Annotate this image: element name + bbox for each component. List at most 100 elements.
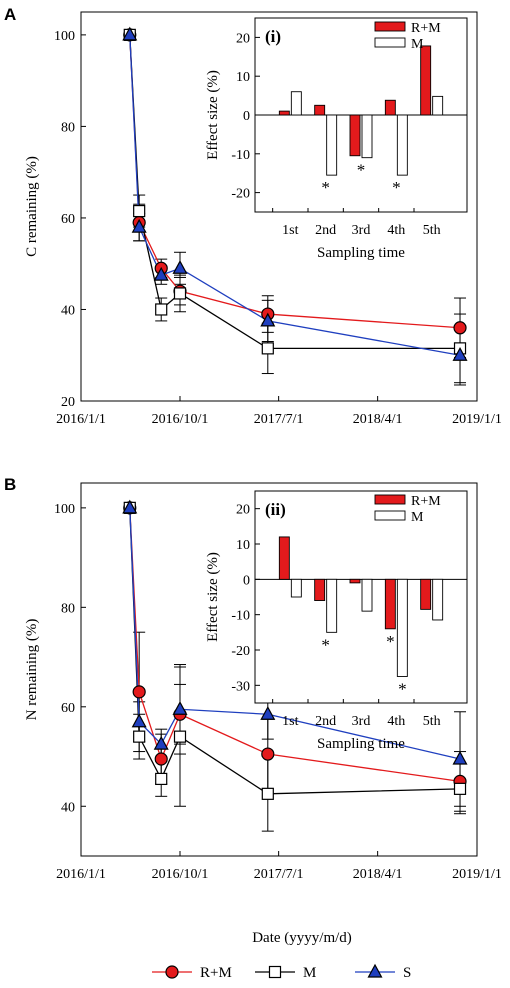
significance-mark: * <box>386 632 395 651</box>
inset-y-tick-label: -10 <box>231 609 250 624</box>
x-tick-label: 2018/4/1 <box>353 412 403 427</box>
y-tick-label: 100 <box>54 502 75 517</box>
data-point-s <box>172 260 188 274</box>
inset-x-tick-label: 2nd <box>315 714 336 729</box>
x-tick-label: 2016/10/1 <box>152 867 209 882</box>
series-line-m <box>129 34 461 350</box>
inset-bar-m <box>290 578 302 598</box>
inset-y-tick-label: -10 <box>231 148 250 163</box>
x-tick-label: 2016/1/1 <box>56 867 106 882</box>
inset-y-tick-label: 10 <box>236 70 250 85</box>
x-tick-label: 2017/7/1 <box>254 867 304 882</box>
significance-mark: * <box>392 178 401 197</box>
inset-legend-swatch <box>374 37 406 48</box>
data-point-m <box>155 303 168 316</box>
inset-x-tick-label: 3rd <box>352 223 371 238</box>
panel-letter: B <box>4 475 16 494</box>
x-tick-label: 2018/4/1 <box>353 867 403 882</box>
legend-marker-s <box>367 963 383 978</box>
inset-y-tick-label: 0 <box>243 573 250 588</box>
y-tick-label: 100 <box>54 29 75 44</box>
inset-y-tick-label: -20 <box>231 644 250 659</box>
y-tick-label: 40 <box>61 303 75 318</box>
data-point-s <box>153 735 169 750</box>
inset-y-tick-label: 0 <box>243 109 250 124</box>
inset-bar-rm <box>420 578 432 610</box>
inset-bar-m <box>326 114 338 176</box>
inset-x-tick-label: 1st <box>282 714 298 729</box>
inset-tag: (ii) <box>265 500 286 519</box>
inset-y-tick-label: -30 <box>231 679 250 694</box>
data-point-rm <box>261 747 275 761</box>
data-point-m <box>173 287 187 300</box>
significance-mark: * <box>321 635 330 654</box>
inset-legend-swatch <box>374 494 406 505</box>
inset-tag: (i) <box>265 27 281 46</box>
inset-bar-rm <box>314 578 326 601</box>
inset-y-axis-title: Effect size (%) <box>205 552 221 642</box>
legend-label: S <box>403 965 411 981</box>
inset-y-tick-label: 20 <box>236 31 250 46</box>
shared-x-axis-title: Date (yyyy/m/d) <box>252 930 352 946</box>
inset-x-axis-title: Sampling time <box>317 245 405 261</box>
inset-bar-m <box>396 114 408 176</box>
y-axis-title: C remaining (%) <box>24 156 40 257</box>
data-point-m <box>155 772 168 786</box>
legend-marker-rm <box>165 965 179 979</box>
inset-y-tick-label: 10 <box>236 538 250 553</box>
y-tick-label: 80 <box>61 601 75 616</box>
x-tick-label: 2016/1/1 <box>56 412 106 427</box>
x-tick-label: 2016/10/1 <box>152 412 209 427</box>
inset-bar-m <box>361 114 373 159</box>
data-point-s <box>172 701 188 715</box>
y-axis-title: N remaining (%) <box>24 619 40 721</box>
inset-y-tick-label: -20 <box>231 187 250 202</box>
x-tick-label: 2019/1/1 <box>452 412 502 427</box>
inset-x-tick-label: 5th <box>423 223 441 238</box>
inset-bar-m <box>432 95 444 116</box>
inset-x-tick-label: 4th <box>387 714 405 729</box>
inset-bar-m <box>361 578 373 612</box>
data-point-m <box>173 730 187 743</box>
inset-x-tick-label: 2nd <box>315 223 336 238</box>
data-point-rm <box>132 685 146 699</box>
inset-bar-rm <box>349 114 361 157</box>
inset-x-tick-label: 1st <box>282 223 298 238</box>
series-line-s <box>129 34 461 356</box>
data-point-s <box>260 706 276 720</box>
data-point-rm <box>154 752 168 766</box>
inset-bar-rm <box>278 536 290 580</box>
data-point-m <box>133 204 146 218</box>
inset-x-axis-title: Sampling time <box>317 736 405 752</box>
inset-bar-rm <box>314 104 326 116</box>
inset-y-tick-label: 20 <box>236 503 250 518</box>
inset-legend-label: R+M <box>411 494 441 509</box>
inset-y-axis-title: Effect size (%) <box>205 70 221 160</box>
inset-frame <box>254 490 468 704</box>
inset-bar-rm <box>278 110 290 116</box>
inset-legend-label: R+M <box>411 21 441 36</box>
data-point-s <box>153 266 169 281</box>
significance-mark: * <box>321 178 330 197</box>
legend-label: M <box>303 965 316 981</box>
legend-label: R+M <box>200 965 232 981</box>
data-point-m <box>453 782 467 795</box>
significance-mark: * <box>357 161 366 180</box>
significance-mark: * <box>398 680 407 699</box>
legend: R+M M S <box>152 963 411 981</box>
legend-marker-m <box>268 965 282 979</box>
y-tick-label: 40 <box>61 800 75 815</box>
data-point-m <box>133 730 146 743</box>
series-line-rm <box>129 507 461 783</box>
inset-bar-m <box>396 578 408 677</box>
data-point-s <box>131 218 147 233</box>
inset-legend-label: M <box>411 510 424 525</box>
inset-legend-label: M <box>411 37 424 52</box>
inset-x-tick-label: 3rd <box>352 714 371 729</box>
data-point-m <box>261 787 274 800</box>
y-tick-label: 60 <box>61 212 75 227</box>
data-point-s <box>452 346 468 361</box>
